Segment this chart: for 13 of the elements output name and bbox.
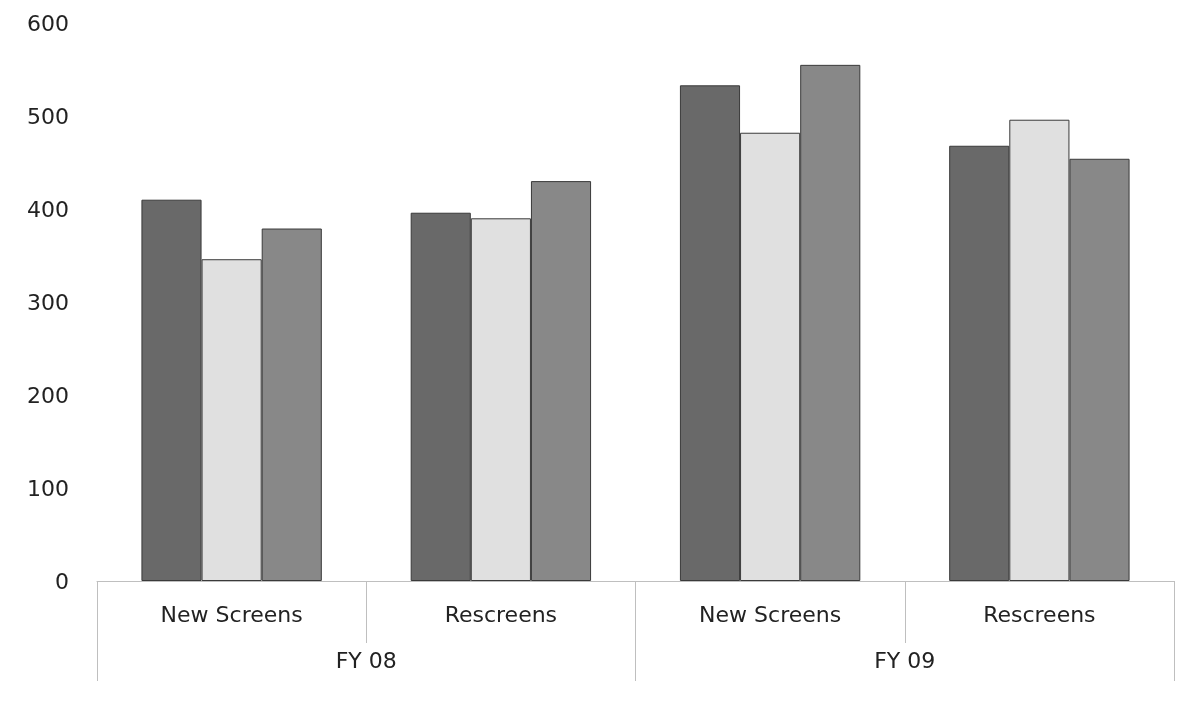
y-tick-label: 200 (27, 382, 69, 408)
y-tick-label: 600 (27, 10, 69, 36)
y-tick-label: 500 (27, 103, 69, 129)
y-tick-label: 100 (27, 475, 69, 501)
text: FY 09 (874, 647, 936, 673)
y-tick-label: 0 (55, 568, 69, 594)
y-tick-label: 300 (27, 289, 69, 315)
x-tick-label: New Screens (160, 601, 303, 627)
x-tick-label: New Screens (699, 601, 842, 627)
text: FY 08 (335, 647, 397, 673)
x-tick-label: Rescreens (444, 601, 558, 627)
y-tick-label: 400 (27, 196, 69, 222)
x-tick-label: Rescreens (983, 601, 1096, 627)
